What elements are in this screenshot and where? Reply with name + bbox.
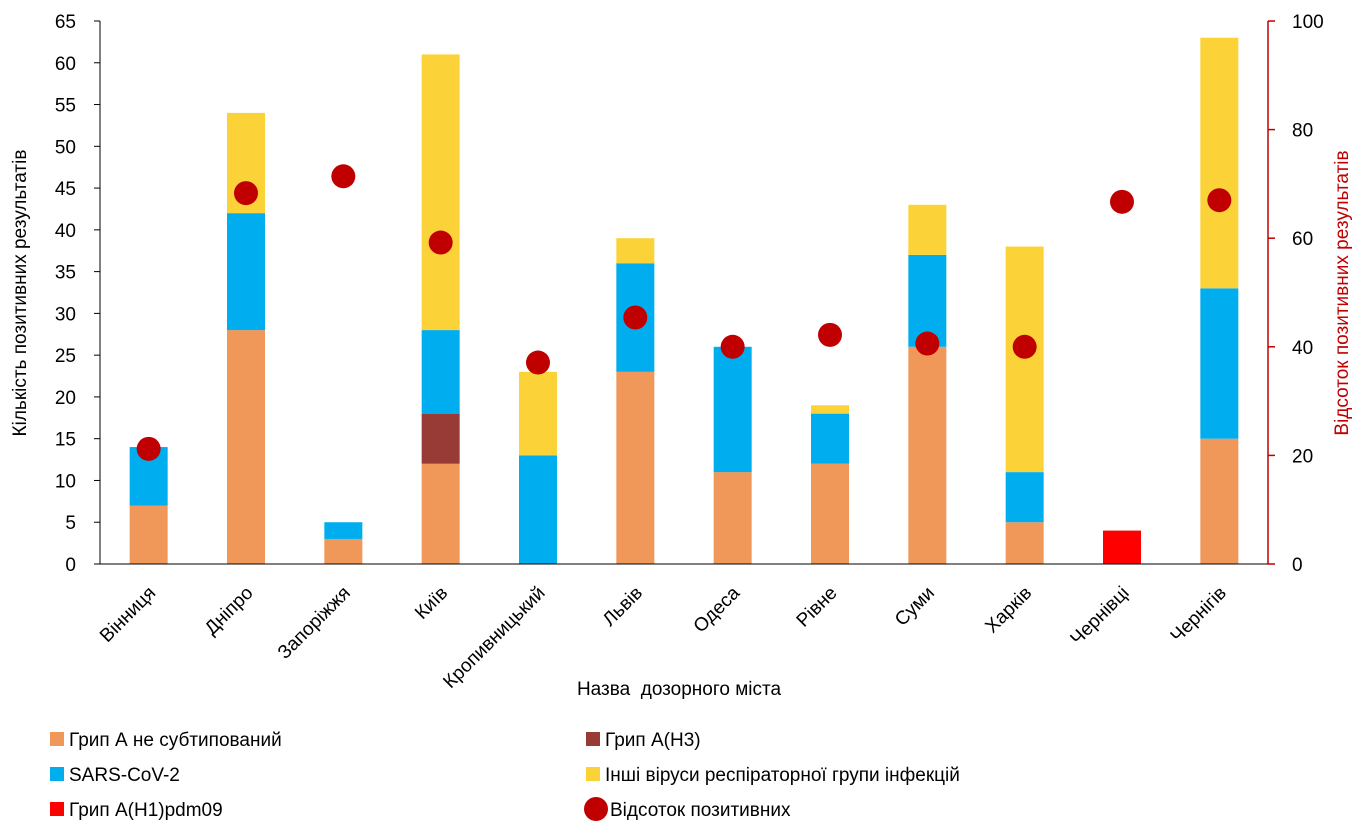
percentage-point xyxy=(915,331,940,356)
percentage-point xyxy=(1012,334,1037,359)
legend-swatch xyxy=(50,802,64,816)
y2-axis-title: Відсоток позитивних результатів xyxy=(1332,150,1353,435)
legend: Грип А не субтипований Грип А(Н3) SARS-CoV… xyxy=(50,730,960,821)
x-tick-label: Суми xyxy=(891,583,939,631)
y2-tick-label: 40 xyxy=(1292,338,1313,359)
x-tick-label: Вінниця xyxy=(96,583,160,647)
legend-item: Грип А не субтипований xyxy=(50,730,282,751)
x-tick-label: Дніпро xyxy=(201,583,258,640)
legend-item: Інші віруси респіраторної групи інфекцій xyxy=(586,765,960,786)
legend-label: Грип А(Н3) xyxy=(605,730,701,751)
y-axis-title: Кількість позитивних результатів xyxy=(10,150,31,437)
percentage-point xyxy=(526,350,550,375)
bar-segment xyxy=(421,463,460,564)
percentage-points xyxy=(136,164,1232,461)
bar-segment xyxy=(908,346,947,564)
y-tick-label: 5 xyxy=(65,513,76,534)
y-tick-label: 30 xyxy=(55,304,76,325)
legend-label: Грип А не субтипований xyxy=(69,730,282,751)
y2-tick-label: 20 xyxy=(1292,446,1313,467)
bar-segment xyxy=(421,54,460,331)
percentage-point xyxy=(818,322,842,347)
legend-swatch xyxy=(50,732,64,746)
bar-segment xyxy=(713,346,752,473)
legend-marker xyxy=(584,797,608,821)
legend-swatch xyxy=(50,767,64,781)
y-tick-label: 10 xyxy=(55,471,76,492)
y-tick-label: 50 xyxy=(55,137,76,158)
legend-item: SARS-CoV-2 xyxy=(50,765,180,786)
percentage-point xyxy=(720,334,745,359)
bar-segment xyxy=(1200,37,1239,289)
percentage-point xyxy=(1207,188,1232,213)
x-tick-label: Харків xyxy=(981,583,1036,638)
legend-item: Грип А(Н1)pdm09 xyxy=(50,800,223,821)
y2-tick-label: 100 xyxy=(1292,12,1324,33)
bar-segment xyxy=(519,455,557,564)
y-tick-label: 25 xyxy=(55,346,76,367)
bar-segment xyxy=(324,538,363,564)
x-tick-label: Чернівці xyxy=(1067,583,1134,650)
bar-segment xyxy=(908,254,947,347)
bar-segment xyxy=(421,330,460,414)
percentage-point xyxy=(234,181,258,206)
bar-segment xyxy=(1200,288,1239,439)
x-tick-label: Львів xyxy=(599,583,647,631)
x-tick-label: Київ xyxy=(411,583,452,624)
x-tick-label: Чернігів xyxy=(1167,583,1231,647)
legend-label: Грип А(Н1)pdm09 xyxy=(69,800,223,821)
bar-segment xyxy=(421,413,460,464)
bar-segment xyxy=(616,238,655,264)
bar-segment xyxy=(811,463,849,564)
percentage-point xyxy=(1110,189,1134,214)
percentage-point xyxy=(331,164,356,189)
bar-segment xyxy=(1005,472,1044,523)
bar-segment xyxy=(227,213,265,331)
y-tick-label: 20 xyxy=(55,388,76,409)
legend-swatch xyxy=(586,732,600,746)
bar-segment xyxy=(811,405,849,414)
percentage-point xyxy=(136,436,161,461)
bar-segment xyxy=(616,371,655,564)
x-axis-title: Назва дозорного міста xyxy=(577,679,782,700)
bar-segment xyxy=(1005,246,1044,473)
legend-label: Інші віруси респіраторної групи інфекцій xyxy=(605,765,960,786)
y2-tick-label: 60 xyxy=(1292,229,1313,250)
x-tick-label: Одеса xyxy=(690,582,745,637)
y-tick-label: 40 xyxy=(55,221,76,242)
bar-segment xyxy=(1005,522,1044,564)
bar-segment xyxy=(519,371,557,456)
x-tick-label: Кропивницький xyxy=(439,583,549,693)
bar-segment xyxy=(1200,438,1239,564)
legend-item: Грип А(Н3) xyxy=(586,730,701,751)
bar-segment xyxy=(811,413,849,464)
bar-segment xyxy=(129,505,168,564)
bar-segment xyxy=(908,204,947,255)
bar-segment xyxy=(324,522,363,539)
y-tick-label: 35 xyxy=(55,263,76,284)
bars xyxy=(129,37,1239,564)
x-tick-label: Рівне xyxy=(793,583,842,632)
percentage-point xyxy=(623,305,648,330)
y-tick-label: 60 xyxy=(55,54,76,75)
legend-label: Відсоток позитивних xyxy=(610,800,791,821)
bar-segment xyxy=(713,472,752,564)
y-tick-label: 15 xyxy=(55,430,76,451)
bar-segment xyxy=(227,330,265,564)
y2-tick-label: 0 xyxy=(1292,555,1303,576)
y-tick-label: 65 xyxy=(55,12,76,33)
x-tick-label: Запоріжжя xyxy=(274,583,355,664)
legend-swatch xyxy=(586,767,600,781)
percentage-point xyxy=(428,230,453,255)
bar-segment xyxy=(1103,530,1141,564)
y2-tick-label: 80 xyxy=(1292,121,1313,142)
y-tick-label: 0 xyxy=(65,555,76,576)
y-tick-label: 45 xyxy=(55,179,76,200)
legend-label: SARS-CoV-2 xyxy=(69,765,180,786)
legend-item: Відсоток позитивних xyxy=(584,797,791,821)
y-tick-label: 55 xyxy=(55,96,76,117)
